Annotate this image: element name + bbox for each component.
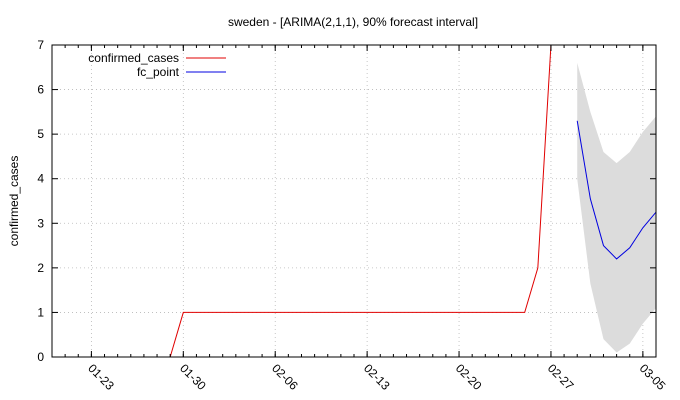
y-tick-label: 6 xyxy=(37,83,44,97)
plot-frame xyxy=(51,44,657,358)
forecast-interval-layer xyxy=(577,62,656,353)
y-tick-label: 5 xyxy=(37,127,44,141)
y-tick-label: 3 xyxy=(37,216,44,230)
x-tick-label: 02-13 xyxy=(361,361,393,393)
x-tick-label: 03-05 xyxy=(637,361,669,393)
y-tick-label: 1 xyxy=(37,305,44,319)
y-tick-label: 4 xyxy=(37,172,44,186)
x-tick-label: 02-06 xyxy=(269,361,301,393)
x-tick-label: 01-30 xyxy=(177,361,209,393)
y-tick-label: 0 xyxy=(37,350,44,364)
y-axis-label: confirmed_cases xyxy=(7,156,21,247)
series-line-fc-point xyxy=(576,120,656,260)
series-line-confirmed-cases xyxy=(169,45,552,357)
legend-label: fc_point xyxy=(137,65,180,79)
x-tick-label: 02-27 xyxy=(545,361,577,393)
axis-layer: 0 1 2 3 4 5 6 7 01-23 01-30 02-06 02-13 02-20 02-27 03… xyxy=(37,38,668,393)
series-layer xyxy=(169,45,656,357)
x-tick-label: 02-20 xyxy=(453,361,485,393)
legend-label: confirmed_cases xyxy=(88,51,179,65)
y-tick-label: 2 xyxy=(37,261,44,275)
grid-layer xyxy=(52,44,656,358)
forecast-interval-band xyxy=(577,62,656,353)
x-tick-label: 01-23 xyxy=(85,361,117,393)
chart-title: sweden - [ARIMA(2,1,1), 90% forecast int… xyxy=(228,15,478,29)
y-tick-label: 7 xyxy=(37,38,44,52)
